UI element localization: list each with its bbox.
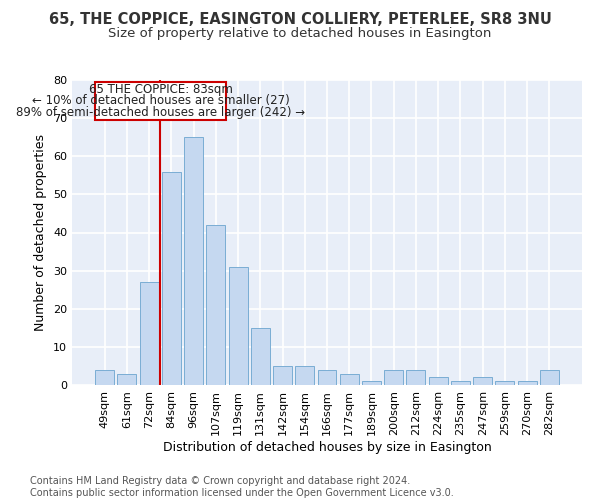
Bar: [429, 378, 448, 385]
X-axis label: Distribution of detached houses by size in Easington: Distribution of detached houses by size …: [163, 440, 491, 454]
Bar: [406, 370, 425, 385]
Bar: [184, 137, 203, 385]
Bar: [384, 370, 403, 385]
Bar: [540, 370, 559, 385]
Y-axis label: Number of detached properties: Number of detached properties: [34, 134, 47, 331]
Bar: [162, 172, 181, 385]
Bar: [140, 282, 158, 385]
Text: 65, THE COPPICE, EASINGTON COLLIERY, PETERLEE, SR8 3NU: 65, THE COPPICE, EASINGTON COLLIERY, PET…: [49, 12, 551, 28]
Bar: [518, 381, 536, 385]
Bar: [95, 370, 114, 385]
Bar: [251, 328, 270, 385]
Bar: [496, 381, 514, 385]
Bar: [317, 370, 337, 385]
Bar: [451, 381, 470, 385]
Bar: [118, 374, 136, 385]
Bar: [206, 225, 225, 385]
Text: Contains HM Land Registry data © Crown copyright and database right 2024.
Contai: Contains HM Land Registry data © Crown c…: [30, 476, 454, 498]
Text: Size of property relative to detached houses in Easington: Size of property relative to detached ho…: [109, 28, 491, 40]
Bar: [340, 374, 359, 385]
Text: 89% of semi-detached houses are larger (242) →: 89% of semi-detached houses are larger (…: [16, 106, 305, 120]
Text: ← 10% of detached houses are smaller (27): ← 10% of detached houses are smaller (27…: [32, 94, 289, 108]
Bar: [473, 378, 492, 385]
Bar: [295, 366, 314, 385]
Bar: [273, 366, 292, 385]
Bar: [229, 267, 248, 385]
FancyBboxPatch shape: [95, 82, 226, 120]
Text: 65 THE COPPICE: 83sqm: 65 THE COPPICE: 83sqm: [89, 82, 232, 96]
Bar: [362, 381, 381, 385]
